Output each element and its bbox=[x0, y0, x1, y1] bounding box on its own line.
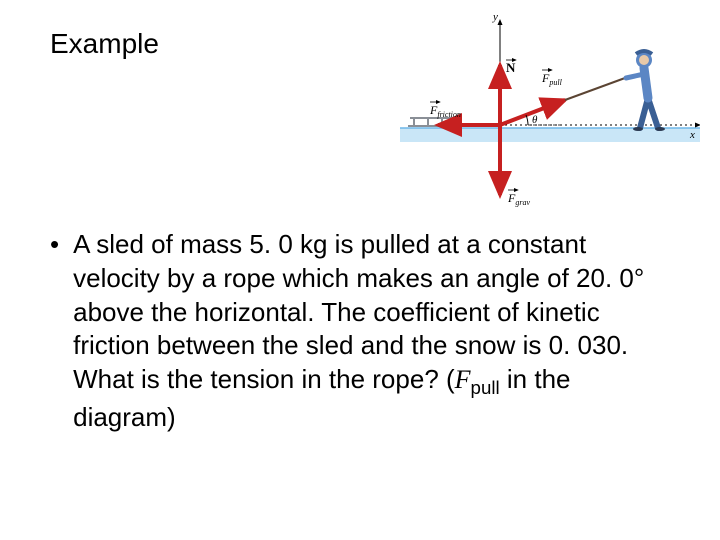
svg-text:Ffriction: Ffriction bbox=[429, 103, 461, 119]
y-axis-label: y bbox=[492, 11, 498, 23]
person bbox=[626, 51, 665, 131]
free-body-diagram: x y N Ffriction Fgrav Fpull θ bbox=[400, 10, 700, 210]
ground bbox=[400, 128, 700, 142]
f-subscript: pull bbox=[471, 377, 500, 398]
bullet-mark: • bbox=[50, 228, 59, 435]
theta-label: θ bbox=[532, 114, 538, 126]
diagram-svg: x y N Ffriction Fgrav Fpull θ bbox=[400, 10, 700, 210]
gravity-force-label: Fgrav bbox=[507, 190, 530, 207]
f-variable: F bbox=[455, 365, 471, 394]
x-axis-label: x bbox=[689, 129, 695, 141]
pull-force-label: Fpull bbox=[541, 70, 563, 87]
friction-force-label: Ffriction bbox=[429, 102, 461, 119]
slide-title: Example bbox=[50, 28, 159, 60]
svg-text:Fgrav: Fgrav bbox=[507, 191, 530, 207]
theta-arc bbox=[526, 115, 528, 125]
svg-text:N: N bbox=[506, 60, 516, 75]
problem-text: A sled of mass 5. 0 kg is pulled at a co… bbox=[73, 228, 670, 435]
problem-statement: • A sled of mass 5. 0 kg is pulled at a … bbox=[50, 228, 670, 435]
svg-text:Fpull: Fpull bbox=[541, 71, 563, 87]
normal-force-label: N bbox=[506, 60, 516, 75]
rope bbox=[565, 78, 625, 100]
